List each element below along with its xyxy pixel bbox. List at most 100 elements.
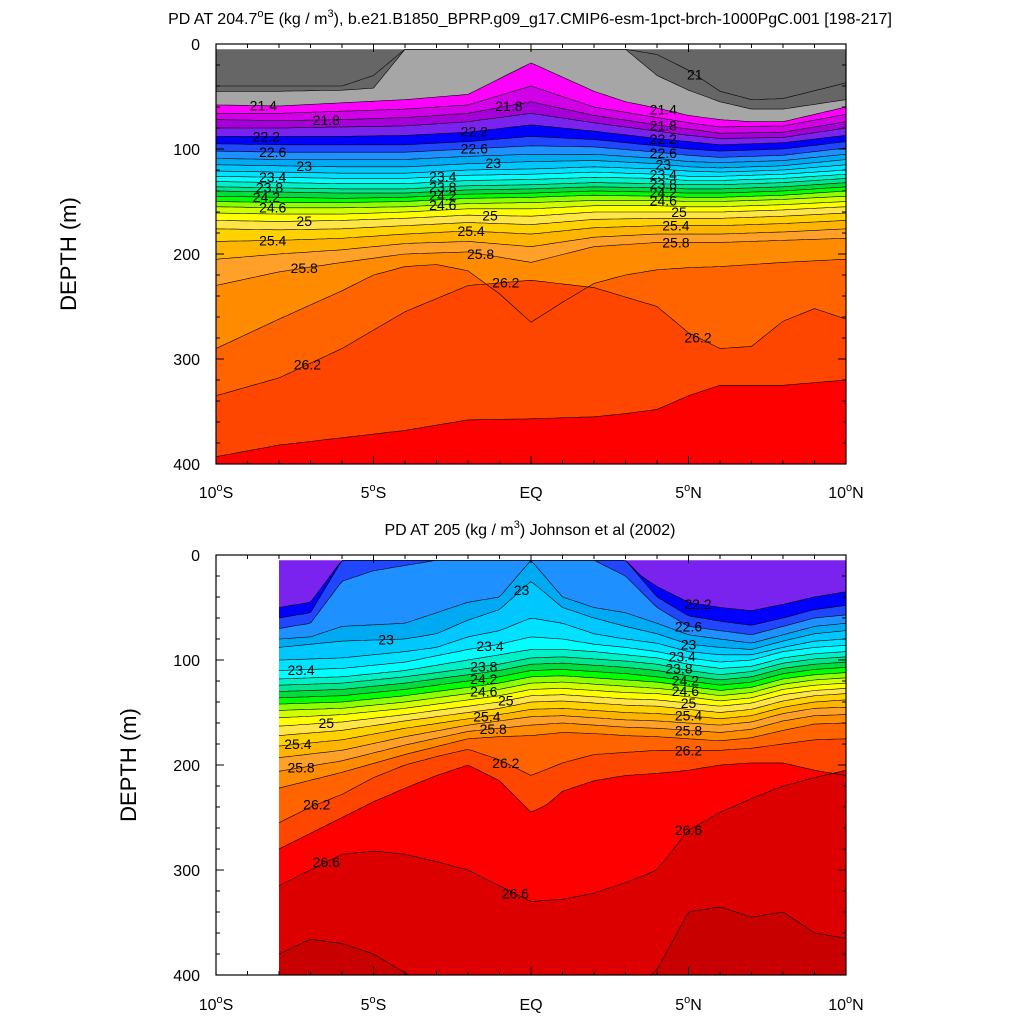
contour-label: 26.6 xyxy=(502,886,529,902)
density-band-21.4 xyxy=(216,62,846,127)
contour-label: 23.8 xyxy=(429,179,456,195)
panel-model: PD AT 204.7oE (kg / m3), b.e21.B1850_BPR… xyxy=(56,8,892,502)
y-tick-label: 100 xyxy=(173,653,200,670)
isopycnal-25.6 xyxy=(278,707,846,758)
contour-label: 22.6 xyxy=(675,618,702,634)
density-band-25.2 xyxy=(279,693,846,747)
contour-label: 25.4 xyxy=(473,708,500,724)
density-band-21.0 xyxy=(216,49,846,110)
isopycnal-23.0 xyxy=(216,159,846,169)
contour-label: 25.4 xyxy=(662,218,689,234)
x-tick-label: EQ xyxy=(519,485,542,502)
contour-label: 21.8 xyxy=(650,118,677,134)
x-tick-label: 10oN xyxy=(828,994,863,1014)
isopycnal-22.4 xyxy=(216,136,846,152)
density-band-22.8 xyxy=(279,560,846,650)
isopycnal-25.0 xyxy=(216,206,846,222)
contour-label: 23 xyxy=(378,632,394,648)
density-band-24.2 xyxy=(216,186,846,203)
density-band-26.2 xyxy=(216,280,846,457)
contour-fills xyxy=(216,49,846,464)
density-band-22.2 xyxy=(279,560,846,626)
isopycnal-24.2 xyxy=(216,186,846,199)
density-band-22.6 xyxy=(279,560,846,643)
contour-label: 22.6 xyxy=(259,144,286,160)
isopycnal-25.8 xyxy=(278,714,846,772)
contour-label: 23.8 xyxy=(470,658,497,674)
contour-label: 23.8 xyxy=(665,661,692,677)
isopycnal-24.4 xyxy=(278,672,846,705)
isopycnal-26.2 xyxy=(278,738,846,824)
contour-label: 21.4 xyxy=(250,98,277,114)
density-band-22.0 xyxy=(279,560,846,611)
density-band-23.8 xyxy=(216,178,846,194)
contour-label: 23.4 xyxy=(650,167,677,183)
contour-label: 25 xyxy=(681,695,697,711)
contour-label: 21.4 xyxy=(650,102,677,118)
density-band-25.4 xyxy=(216,220,846,260)
density-band-26.4 xyxy=(279,762,846,902)
contour-label: 22.2 xyxy=(461,124,488,140)
x-tick-label: 5oS xyxy=(361,994,387,1014)
isopycnal-23.6 xyxy=(278,649,846,680)
contour-labels: 21.421.822.222.62323.423.824.224.62525.4… xyxy=(250,67,712,373)
contour-label: 26.2 xyxy=(675,742,702,758)
isopycnal-22.6 xyxy=(278,560,846,635)
isopycnal-25.0 xyxy=(278,688,846,727)
contour-label: 24.2 xyxy=(650,184,677,200)
density-band-23.0 xyxy=(279,581,846,660)
density-band-24.0 xyxy=(216,182,846,199)
density-band-23.2 xyxy=(216,164,846,179)
isopycnal-23.2 xyxy=(216,164,846,174)
isopycnal-26.4 xyxy=(278,762,846,850)
density-band-21.6 xyxy=(216,86,846,134)
y-tick-label: 0 xyxy=(191,548,200,565)
isopycnal-26.0 xyxy=(278,722,846,789)
isopycnal-26.2 xyxy=(216,279,846,397)
panel-obs: PD AT 205 (kg / m3) Johnson et al (2002)… xyxy=(116,519,864,1014)
density-band-26.2 xyxy=(279,738,846,849)
contour-label: 25.8 xyxy=(467,246,494,262)
density-band-23.8 xyxy=(279,656,846,692)
x-tick-label: 5oS xyxy=(361,482,387,502)
x-tick-label: EQ xyxy=(519,997,542,1014)
contour-label: 26.6 xyxy=(675,822,702,838)
y-tick-label: 400 xyxy=(173,457,200,474)
contour-label: 22.2 xyxy=(684,596,711,612)
contour-label: 23.4 xyxy=(429,169,456,185)
y-tick-label: 100 xyxy=(173,142,200,159)
density-band-24.2 xyxy=(279,667,846,705)
contour-label: 23.8 xyxy=(650,176,677,192)
contour-label: 23.4 xyxy=(669,649,696,665)
isopycnal-22.8 xyxy=(278,560,846,644)
isopycnal-24.4 xyxy=(216,190,846,203)
y-tick-label: 200 xyxy=(173,758,200,775)
density-band-25.4 xyxy=(279,699,846,758)
isopycnal-23.8 xyxy=(216,178,846,190)
density-band-25.6 xyxy=(279,707,846,772)
isopycnal-22.6 xyxy=(216,145,846,158)
contour-label: 25.4 xyxy=(284,736,311,752)
isopycnal-24.8 xyxy=(278,682,846,719)
contour-label: 24.2 xyxy=(672,673,699,689)
contour-label: 26.2 xyxy=(492,755,519,771)
tick-marks xyxy=(215,554,847,976)
isopycnal-23.6 xyxy=(216,173,846,184)
isopycnal-24.0 xyxy=(216,182,846,194)
isopycnal-25.4 xyxy=(216,220,846,242)
contour-label: 23.8 xyxy=(256,180,283,196)
isopycnal-23.0 xyxy=(278,581,846,650)
contour-label: 25 xyxy=(319,715,335,731)
isopycnal-23.4 xyxy=(216,169,846,179)
contour-label: 24.6 xyxy=(259,200,286,216)
contour-label: 26.2 xyxy=(492,274,519,290)
contour-label: 24.2 xyxy=(470,671,497,687)
density-band-25.0 xyxy=(216,206,846,230)
contour-label: 24.2 xyxy=(253,189,280,205)
isopycnal-25.6 xyxy=(216,228,846,260)
density-band-23.0 xyxy=(216,159,846,174)
density-band-20.8 xyxy=(216,49,846,100)
y-tick-label: 300 xyxy=(173,352,200,369)
isopycnal-24.6 xyxy=(278,677,846,711)
